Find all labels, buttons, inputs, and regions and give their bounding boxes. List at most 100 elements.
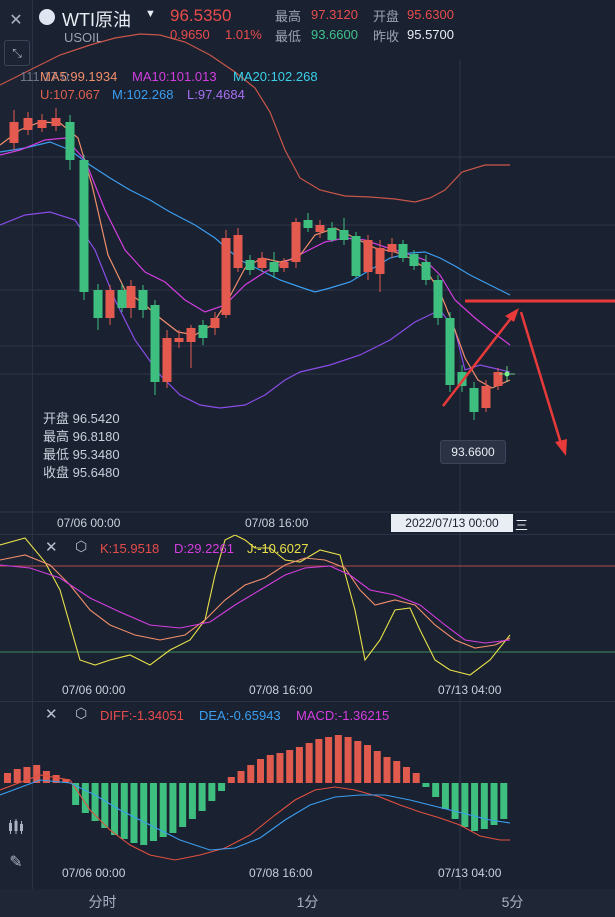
macd-bar xyxy=(130,783,138,843)
low-label: 最低 xyxy=(275,29,302,44)
down-arrow xyxy=(519,311,564,448)
tab-timeshare[interactable]: 分时 xyxy=(88,894,117,910)
candle-body xyxy=(186,328,196,342)
candle-body xyxy=(210,318,220,328)
tab-1min[interactable]: 1分 xyxy=(296,894,319,910)
macd-bar xyxy=(412,773,420,783)
up-arrowhead xyxy=(505,308,519,322)
candle-body xyxy=(409,254,419,266)
macd-dea-line xyxy=(0,779,511,851)
prev-close-value: 95.5700 xyxy=(407,27,454,42)
close-icon[interactable]: ✕ xyxy=(45,539,58,556)
instrument-title[interactable]: WTI原油 xyxy=(62,10,131,30)
macd-bar xyxy=(480,783,488,829)
high-value: 97.3120 xyxy=(311,7,358,22)
candlestick-icon[interactable] xyxy=(4,815,28,839)
candle-body xyxy=(150,305,160,382)
candle-body xyxy=(493,372,503,386)
kdj-j-line xyxy=(0,534,511,676)
pencil-icon[interactable]: ✎ xyxy=(9,854,23,871)
candle-body xyxy=(162,338,172,382)
macd-dea-value: DEA:-0.65943 xyxy=(199,708,281,723)
high-label: 最高 xyxy=(275,9,302,24)
candle-body xyxy=(9,122,19,143)
macd-bar xyxy=(140,783,148,845)
macd-bar xyxy=(42,771,50,783)
prev-close-label: 昨收 xyxy=(373,29,400,44)
close-icon[interactable]: ✕ xyxy=(9,12,23,29)
settings-icon[interactable]: ⬡ xyxy=(75,538,88,554)
macd-diff-value: DIFF:-1.34051 xyxy=(100,708,184,723)
kdj-xaxis-label: 07/13 04:00 xyxy=(438,683,502,697)
tab-5min[interactable]: 5分 xyxy=(501,894,524,910)
macd-diff-line xyxy=(0,774,510,861)
macd-bar xyxy=(266,755,274,783)
collapse-icon[interactable]: ⤡ xyxy=(4,40,30,66)
candle-body xyxy=(375,248,385,274)
candle-body xyxy=(445,318,455,385)
candle-body xyxy=(23,118,33,130)
candle-body xyxy=(303,220,313,228)
macd-bar xyxy=(315,739,323,783)
candle-body xyxy=(233,235,243,268)
ma20-line xyxy=(0,141,511,296)
macd-bar xyxy=(402,767,410,783)
macd-bar xyxy=(500,783,508,819)
macd-bar xyxy=(247,765,255,783)
candle-body xyxy=(481,386,491,408)
kdj-d-value: D:29.2261 xyxy=(174,541,234,556)
macd-bar xyxy=(91,783,99,821)
macd-bar xyxy=(451,783,459,819)
macd-bar xyxy=(364,745,372,783)
timeframe-tabs: 分时 1分 5分 xyxy=(0,889,615,917)
candle-body xyxy=(79,160,89,292)
candle-body xyxy=(65,122,75,160)
settings-icon[interactable]: ⬡ xyxy=(75,705,88,721)
instrument-logo-icon xyxy=(39,9,55,25)
macd-bar xyxy=(169,783,177,833)
last-price: 96.5350 xyxy=(170,6,232,25)
kdj-j-value: J:-10.6027 xyxy=(247,541,309,556)
macd-bar xyxy=(325,737,333,783)
macd-bar xyxy=(344,737,352,783)
candle-body xyxy=(138,290,148,310)
macd-value: MACD:-1.36215 xyxy=(296,708,390,723)
macd-bar xyxy=(295,747,303,783)
close-icon[interactable]: ✕ xyxy=(45,706,58,723)
macd-bar xyxy=(111,783,119,835)
ohlc-close: 收盘 95.6480 xyxy=(43,465,120,480)
macd-bar xyxy=(237,771,245,783)
ohlc-low: 最低 95.3480 xyxy=(43,447,120,462)
candle-body xyxy=(351,236,361,276)
macd-bar xyxy=(218,783,226,791)
candle-body xyxy=(469,388,479,412)
macd-bar xyxy=(208,783,216,801)
down-arrowhead xyxy=(555,439,567,456)
macd-bar xyxy=(286,750,294,783)
macd-xaxis-label: 07/06 00:00 xyxy=(62,866,126,880)
ohlc-high: 最高 96.8180 xyxy=(43,429,120,444)
ma10-line xyxy=(0,137,511,346)
crosshair-price-tag: 93.6600 xyxy=(440,440,506,464)
macd-bar xyxy=(305,743,313,783)
macd-bar xyxy=(276,753,284,783)
axis-fragment: 111.17 0 xyxy=(20,69,69,84)
kdj-k-line xyxy=(0,554,511,649)
kdj-k-value: K:15.9518 xyxy=(100,541,160,556)
macd-bar xyxy=(23,767,31,783)
candle-body xyxy=(174,338,184,342)
macd-bar xyxy=(393,761,401,783)
macd-bar xyxy=(490,783,498,825)
candle-body xyxy=(221,238,231,315)
up-arrow xyxy=(442,312,516,407)
macd-bar xyxy=(101,783,109,828)
macd-bar xyxy=(422,783,430,787)
dropdown-icon[interactable]: ▼ xyxy=(145,8,156,20)
macd-bar xyxy=(188,783,196,819)
candle-body xyxy=(245,260,255,270)
candle-body xyxy=(327,228,337,240)
macd-bar xyxy=(81,783,89,813)
macd-xaxis-label: 07/08 16:00 xyxy=(249,866,313,880)
ma20-legend: MA20:102.268 xyxy=(233,69,318,84)
